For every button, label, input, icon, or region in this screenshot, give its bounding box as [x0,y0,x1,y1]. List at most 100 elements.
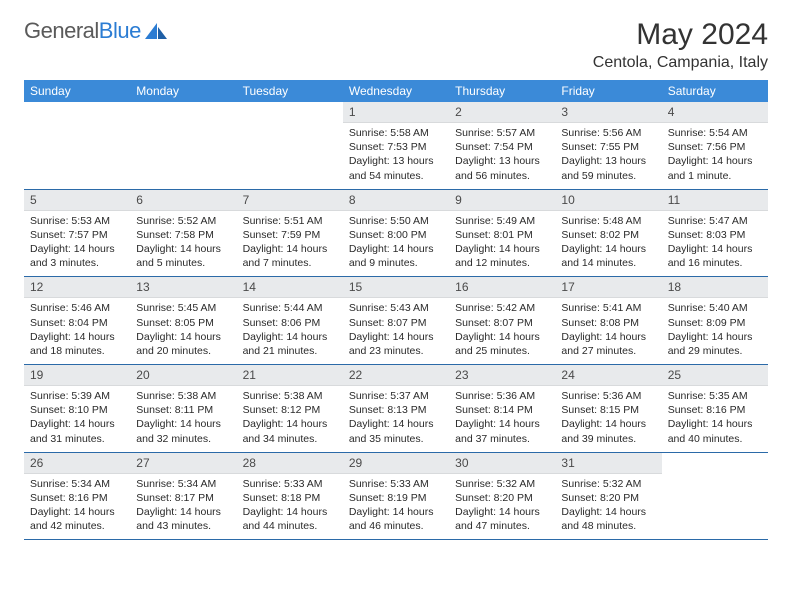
daylight-text: Daylight: 14 hours and 23 minutes. [349,330,443,358]
calendar-cell: 8Sunrise: 5:50 AMSunset: 8:00 PMDaylight… [343,190,449,277]
sunset-text: Sunset: 8:15 PM [561,403,655,417]
logo: GeneralBlue [24,18,169,44]
calendar-row: 19Sunrise: 5:39 AMSunset: 8:10 PMDayligh… [24,365,768,453]
calendar-cell: 6Sunrise: 5:52 AMSunset: 7:58 PMDaylight… [130,190,236,277]
sunrise-text: Sunrise: 5:42 AM [455,301,549,315]
sunrise-text: Sunrise: 5:54 AM [668,126,762,140]
sunrise-text: Sunrise: 5:48 AM [561,214,655,228]
sunset-text: Sunset: 8:07 PM [349,316,443,330]
day-body: Sunrise: 5:33 AMSunset: 8:18 PMDaylight:… [237,474,343,540]
daylight-text: Daylight: 13 hours and 56 minutes. [455,154,549,182]
sunset-text: Sunset: 8:12 PM [243,403,337,417]
calendar-cell: 29Sunrise: 5:33 AMSunset: 8:19 PMDayligh… [343,453,449,540]
day-body: Sunrise: 5:36 AMSunset: 8:15 PMDaylight:… [555,386,661,452]
sunset-text: Sunset: 8:05 PM [136,316,230,330]
day-header: Wednesday [343,80,449,102]
daylight-text: Daylight: 14 hours and 7 minutes. [243,242,337,270]
sunrise-text: Sunrise: 5:32 AM [455,477,549,491]
day-number: 3 [555,102,661,123]
day-number: 14 [237,277,343,298]
sunset-text: Sunset: 8:18 PM [243,491,337,505]
calendar-cell: 2Sunrise: 5:57 AMSunset: 7:54 PMDaylight… [449,102,555,189]
day-number: 28 [237,453,343,474]
day-body: Sunrise: 5:50 AMSunset: 8:00 PMDaylight:… [343,211,449,277]
day-number: 6 [130,190,236,211]
sunset-text: Sunset: 8:13 PM [349,403,443,417]
sunset-text: Sunset: 8:07 PM [455,316,549,330]
day-header: Monday [130,80,236,102]
sunset-text: Sunset: 8:11 PM [136,403,230,417]
daylight-text: Daylight: 14 hours and 34 minutes. [243,417,337,445]
day-number: 26 [24,453,130,474]
sunset-text: Sunset: 8:06 PM [243,316,337,330]
sunrise-text: Sunrise: 5:35 AM [668,389,762,403]
day-body: Sunrise: 5:46 AMSunset: 8:04 PMDaylight:… [24,298,130,364]
day-body: Sunrise: 5:37 AMSunset: 8:13 PMDaylight:… [343,386,449,452]
day-header: Friday [555,80,661,102]
daylight-text: Daylight: 14 hours and 43 minutes. [136,505,230,533]
day-body: Sunrise: 5:34 AMSunset: 8:16 PMDaylight:… [24,474,130,540]
day-number: 9 [449,190,555,211]
sunrise-text: Sunrise: 5:57 AM [455,126,549,140]
calendar-cell: 20Sunrise: 5:38 AMSunset: 8:11 PMDayligh… [130,365,236,452]
sunset-text: Sunset: 8:10 PM [30,403,124,417]
day-body: Sunrise: 5:40 AMSunset: 8:09 PMDaylight:… [662,298,768,364]
daylight-text: Daylight: 14 hours and 29 minutes. [668,330,762,358]
day-header: Thursday [449,80,555,102]
sunrise-text: Sunrise: 5:50 AM [349,214,443,228]
day-number: 18 [662,277,768,298]
day-body: Sunrise: 5:35 AMSunset: 8:16 PMDaylight:… [662,386,768,452]
calendar-cell: 9Sunrise: 5:49 AMSunset: 8:01 PMDaylight… [449,190,555,277]
sunrise-text: Sunrise: 5:41 AM [561,301,655,315]
calendar-cell: 30Sunrise: 5:32 AMSunset: 8:20 PMDayligh… [449,453,555,540]
sunset-text: Sunset: 8:08 PM [561,316,655,330]
calendar-cell: 1Sunrise: 5:58 AMSunset: 7:53 PMDaylight… [343,102,449,189]
sunset-text: Sunset: 8:16 PM [668,403,762,417]
calendar-cell: 21Sunrise: 5:38 AMSunset: 8:12 PMDayligh… [237,365,343,452]
daylight-text: Daylight: 14 hours and 47 minutes. [455,505,549,533]
day-body: Sunrise: 5:39 AMSunset: 8:10 PMDaylight:… [24,386,130,452]
calendar-cell: 25Sunrise: 5:35 AMSunset: 8:16 PMDayligh… [662,365,768,452]
sunrise-text: Sunrise: 5:58 AM [349,126,443,140]
calendar-cell: 4Sunrise: 5:54 AMSunset: 7:56 PMDaylight… [662,102,768,189]
calendar-header-row: SundayMondayTuesdayWednesdayThursdayFrid… [24,80,768,102]
location: Centola, Campania, Italy [593,54,768,72]
day-body: Sunrise: 5:47 AMSunset: 8:03 PMDaylight:… [662,211,768,277]
calendar-cell: 19Sunrise: 5:39 AMSunset: 8:10 PMDayligh… [24,365,130,452]
calendar-cell: 23Sunrise: 5:36 AMSunset: 8:14 PMDayligh… [449,365,555,452]
calendar-cell: 26Sunrise: 5:34 AMSunset: 8:16 PMDayligh… [24,453,130,540]
sunset-text: Sunset: 7:53 PM [349,140,443,154]
sunrise-text: Sunrise: 5:34 AM [30,477,124,491]
sunrise-text: Sunrise: 5:45 AM [136,301,230,315]
calendar: SundayMondayTuesdayWednesdayThursdayFrid… [24,80,768,540]
day-number: 1 [343,102,449,123]
calendar-body: 1 Sunrise: 5:58 AMSunset: 7:53 PM Daylight… [24,102,768,540]
daylight-text: Daylight: 14 hours and 21 minutes. [243,330,337,358]
logo-text: GeneralBlue [24,18,141,44]
day-body: Sunrise: 5:41 AMSunset: 8:08 PMDaylight:… [555,298,661,364]
daylight-text: Daylight: 14 hours and 46 minutes. [349,505,443,533]
daylight-text: Daylight: 14 hours and 42 minutes. [30,505,124,533]
sunrise-text: Sunrise: 5:46 AM [30,301,124,315]
sunset-text: Sunset: 8:01 PM [455,228,549,242]
day-body: Sunrise: 5:54 AMSunset: 7:56 PMDaylight:… [662,123,768,189]
daylight-text: Daylight: 14 hours and 39 minutes. [561,417,655,445]
sunrise-text: Sunrise: 5:52 AM [136,214,230,228]
sunset-text: Sunset: 8:00 PM [349,228,443,242]
day-body: Sunrise: 5:56 AMSunset: 7:55 PMDaylight:… [555,123,661,189]
day-number: 21 [237,365,343,386]
sunset-text: Sunset: 8:20 PM [561,491,655,505]
day-number: 25 [662,365,768,386]
sunset-text: Sunset: 7:56 PM [668,140,762,154]
daylight-text: Daylight: 14 hours and 40 minutes. [668,417,762,445]
daylight-text: Daylight: 14 hours and 14 minutes. [561,242,655,270]
day-number: 17 [555,277,661,298]
calendar-cell: 15Sunrise: 5:43 AMSunset: 8:07 PMDayligh… [343,277,449,364]
calendar-cell: 16Sunrise: 5:42 AMSunset: 8:07 PMDayligh… [449,277,555,364]
day-number: 2 [449,102,555,123]
day-body: Sunrise: 5:34 AMSunset: 8:17 PMDaylight:… [130,474,236,540]
sunrise-text: Sunrise: 5:49 AM [455,214,549,228]
sunrise-text: Sunrise: 5:47 AM [668,214,762,228]
day-number: 13 [130,277,236,298]
calendar-cell [662,453,768,540]
